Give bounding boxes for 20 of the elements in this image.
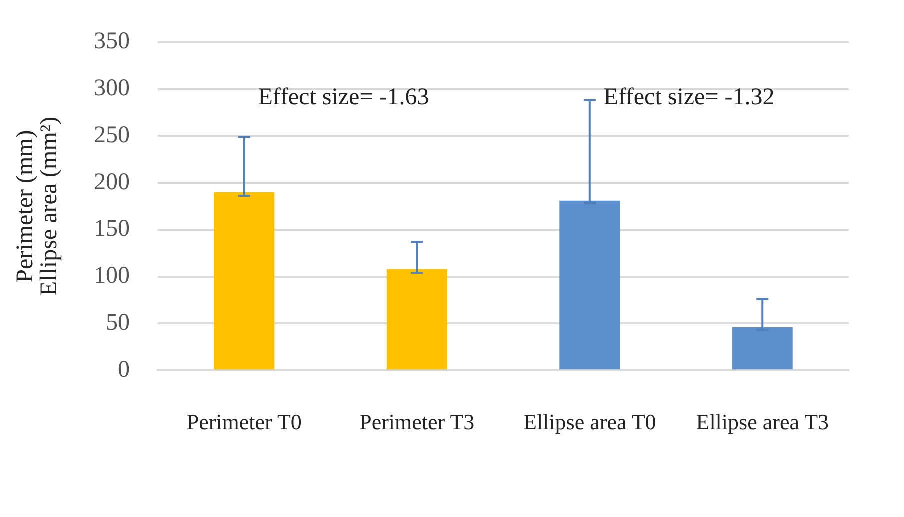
bar xyxy=(732,327,793,370)
y-tick-label: 350 xyxy=(94,28,130,55)
x-tick-label: Ellipse area T3 xyxy=(696,410,830,435)
y-tick-label: 0 xyxy=(118,356,130,383)
x-tick-label: Perimeter T0 xyxy=(186,410,302,435)
bar xyxy=(386,269,448,370)
y-tick-label: 300 xyxy=(94,76,130,102)
bar xyxy=(214,192,275,370)
y-tick-label: 250 xyxy=(94,122,130,148)
annotation: Effect size= -1.32 xyxy=(604,84,775,110)
text: Perimeter (mm) xyxy=(12,130,38,283)
y-tick-label: 50 xyxy=(106,310,130,336)
x-tick-label: Ellipse area T0 xyxy=(523,410,656,435)
annotation: Effect size= -1.63 xyxy=(258,84,430,110)
y-tick-label: 100 xyxy=(94,263,130,290)
y-tick-label: 150 xyxy=(94,216,130,242)
x-tick-label: Perimeter T3 xyxy=(360,410,475,435)
bar xyxy=(560,200,620,370)
y-tick-label: 200 xyxy=(94,169,130,196)
text: Ellipse area (mm²) xyxy=(36,116,62,296)
